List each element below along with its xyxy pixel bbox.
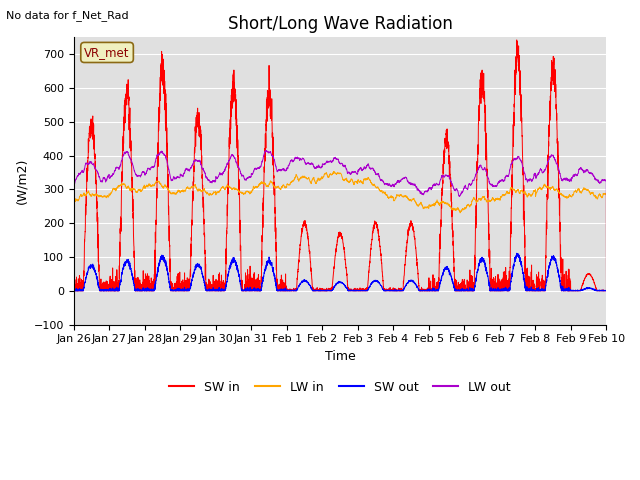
SW out bbox=[70, 288, 78, 294]
LW out bbox=[602, 178, 610, 183]
SW out bbox=[602, 288, 610, 293]
Line: LW out: LW out bbox=[74, 151, 607, 291]
Title: Short/Long Wave Radiation: Short/Long Wave Radiation bbox=[228, 15, 452, 33]
SW in bbox=[166, 241, 173, 247]
SW in bbox=[603, 288, 611, 294]
LW out bbox=[166, 169, 173, 175]
SW out bbox=[70, 287, 77, 292]
LW in bbox=[602, 191, 610, 197]
LW in bbox=[320, 173, 328, 179]
LW out bbox=[70, 182, 77, 188]
LW in bbox=[603, 288, 611, 294]
SW out bbox=[430, 288, 438, 293]
Line: SW in: SW in bbox=[74, 40, 607, 291]
SW in bbox=[70, 276, 77, 282]
LW in bbox=[430, 202, 438, 207]
Text: No data for f_Net_Rad: No data for f_Net_Rad bbox=[6, 10, 129, 21]
SW out bbox=[320, 288, 328, 294]
LW in bbox=[330, 168, 338, 174]
LW out bbox=[262, 148, 270, 154]
SW out bbox=[603, 288, 611, 293]
SW in bbox=[490, 275, 497, 280]
Y-axis label: (W/m2): (W/m2) bbox=[15, 158, 28, 204]
LW out bbox=[430, 182, 438, 188]
Text: VR_met: VR_met bbox=[84, 46, 130, 59]
SW in bbox=[70, 288, 77, 294]
SW out bbox=[166, 281, 173, 287]
LW out bbox=[603, 288, 611, 294]
SW in bbox=[320, 288, 328, 293]
SW in bbox=[460, 278, 467, 284]
LW in bbox=[460, 207, 467, 213]
Line: SW out: SW out bbox=[74, 253, 607, 291]
SW out bbox=[513, 251, 520, 256]
LW in bbox=[70, 201, 77, 206]
SW in bbox=[602, 288, 610, 294]
SW in bbox=[513, 37, 520, 43]
Legend: SW in, LW in, SW out, LW out: SW in, LW in, SW out, LW out bbox=[164, 376, 516, 399]
X-axis label: Time: Time bbox=[324, 350, 355, 363]
LW in bbox=[490, 196, 497, 202]
SW out bbox=[460, 287, 467, 293]
LW out bbox=[460, 187, 467, 192]
Line: LW in: LW in bbox=[74, 171, 607, 291]
LW out bbox=[490, 183, 497, 189]
LW in bbox=[166, 189, 173, 194]
SW in bbox=[430, 282, 438, 288]
SW out bbox=[490, 286, 497, 291]
LW out bbox=[320, 161, 328, 167]
